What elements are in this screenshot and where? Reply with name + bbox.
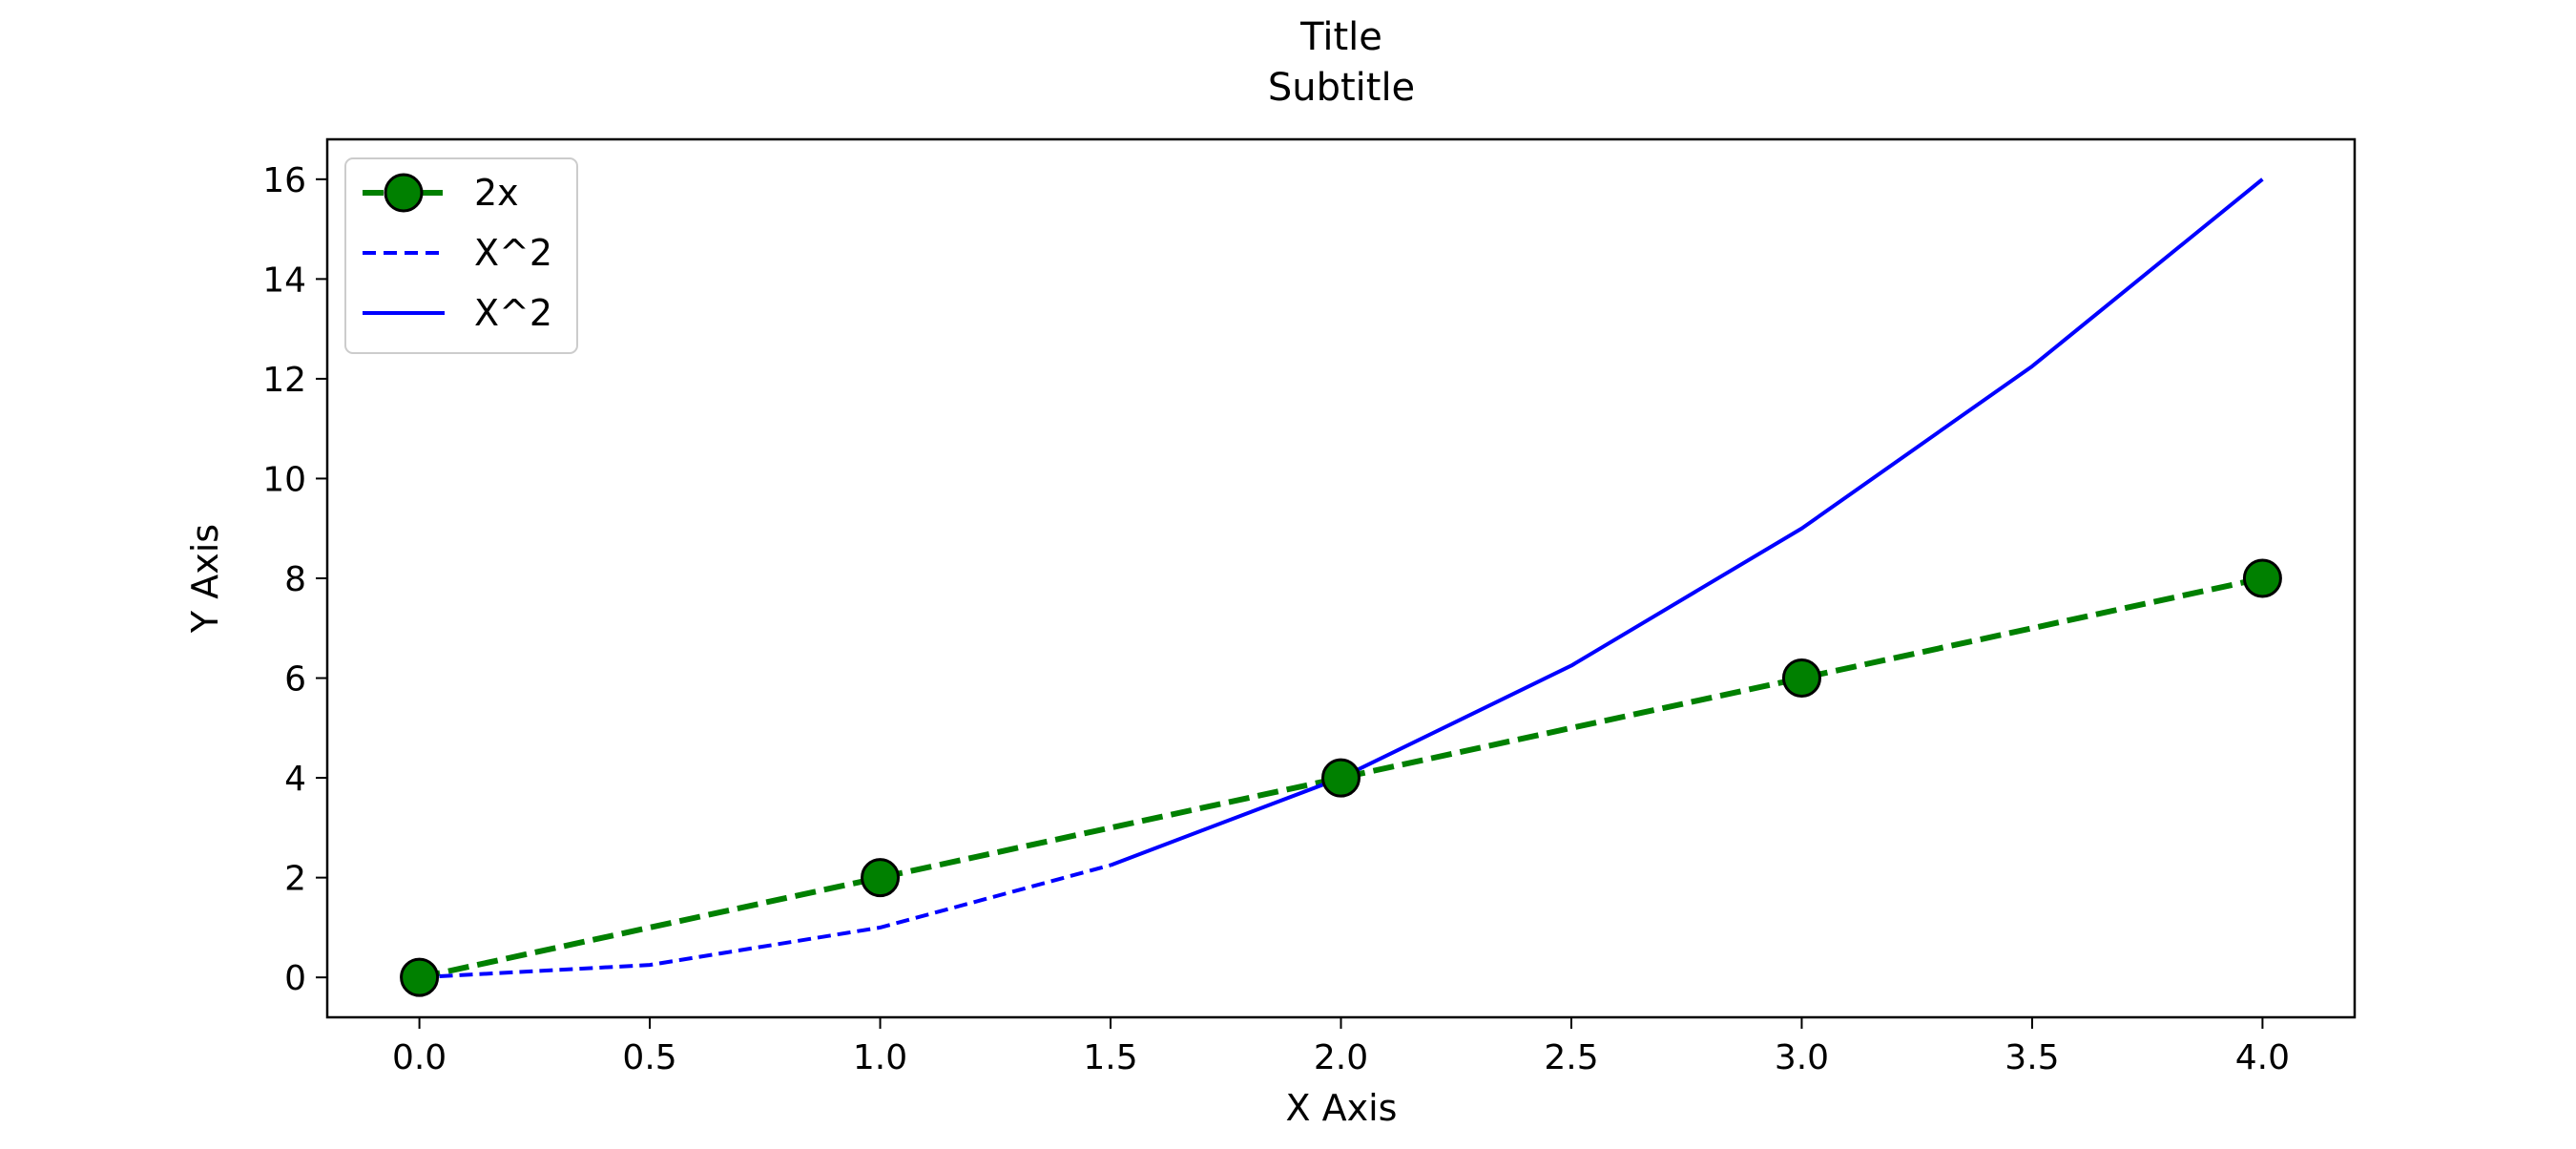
series-1-point	[400, 957, 440, 997]
legend-label: X^2	[474, 232, 552, 274]
chart-subtitle: Subtitle	[1268, 66, 1415, 110]
legend: 2x X^2 X^2	[344, 157, 578, 354]
series-1-point	[2242, 558, 2282, 598]
y-axis-label: Y Axis	[184, 524, 226, 634]
y-tick-label: 2	[284, 860, 306, 899]
legend-label: X^2	[474, 292, 552, 334]
series-1-point	[1781, 658, 1821, 699]
y-tick-label: 4	[284, 760, 306, 799]
x-tick-label: 1.5	[1083, 1038, 1137, 1077]
series-line-3	[1110, 178, 2264, 867]
x-tick-label: 3.5	[2005, 1038, 2059, 1077]
x-tick-label: 2.0	[1314, 1038, 1368, 1077]
plot-layer	[400, 178, 2282, 997]
series-line-2	[419, 863, 1111, 980]
series-1-point	[861, 858, 901, 898]
y-tick-label: 6	[284, 660, 306, 700]
series-line-1	[418, 575, 2264, 981]
x-tick-label: 3.0	[1775, 1038, 1829, 1077]
y-tick-label: 14	[262, 261, 306, 300]
x-tick-label: 4.0	[2235, 1038, 2290, 1077]
axes-layer: 0.0 0.5 1.0 1.5 2.0 2.5 3.0 3.5 4.0 0 2 4 6 8 10 12 14 16	[262, 161, 2290, 1077]
x-tick-label: 0.0	[392, 1038, 447, 1077]
legend-label: 2x	[474, 172, 519, 214]
chart-title: Title	[1299, 15, 1382, 59]
x-tick-label: 0.5	[622, 1038, 676, 1077]
y-tick-label: 8	[284, 560, 306, 599]
plot-area-frame	[325, 137, 2357, 1019]
x-tick-label: 1.0	[853, 1038, 907, 1077]
y-tick-label: 10	[262, 460, 306, 499]
legend-marker	[384, 173, 424, 213]
y-tick-label: 0	[284, 959, 306, 998]
y-tick-label: 16	[262, 161, 306, 200]
x-axis-label: X Axis	[1286, 1087, 1398, 1129]
y-tick-label: 12	[262, 361, 306, 400]
x-tick-label: 2.5	[1544, 1038, 1598, 1077]
series-1-point	[1321, 758, 1361, 798]
